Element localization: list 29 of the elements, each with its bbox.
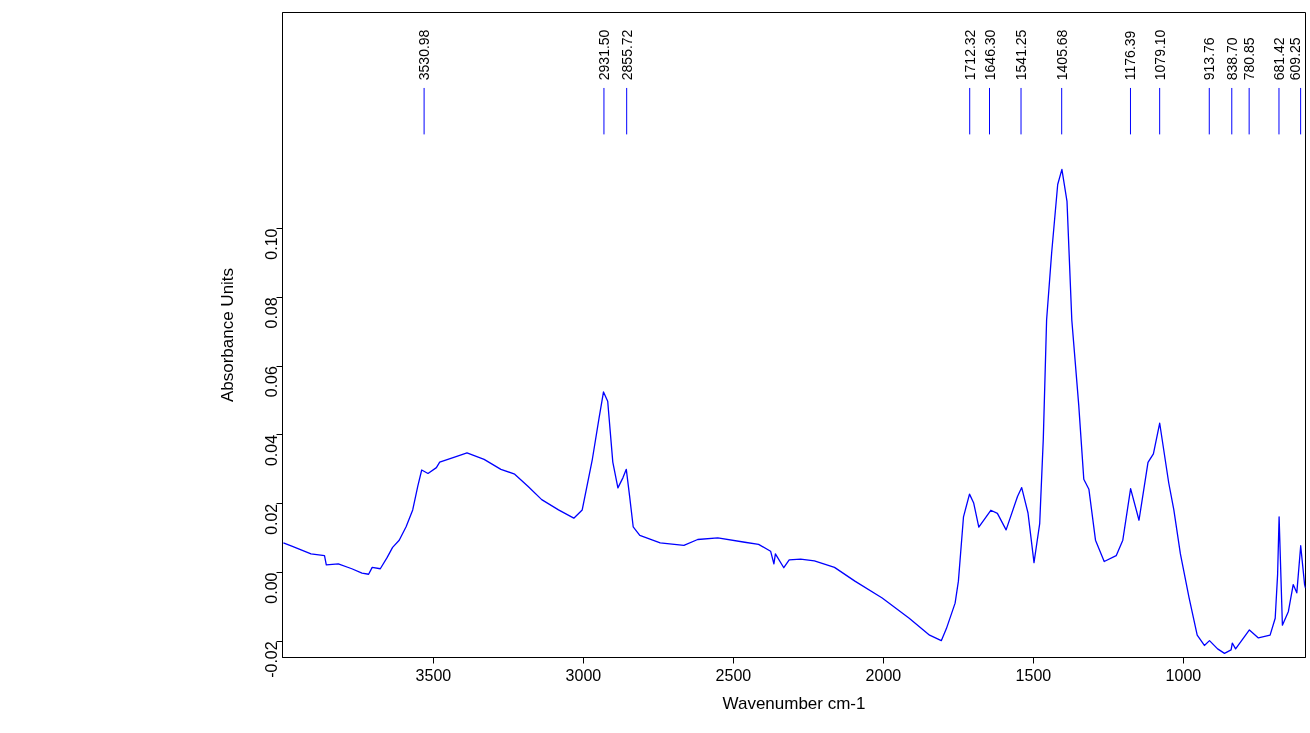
x-tick-label: 1000 [1165,666,1202,684]
ref-line-label: 2855.72 [618,29,635,81]
y-tick-label: 0.00 [263,572,281,604]
y-tick-label: 0.06 [263,366,281,398]
ref-line-label: 913.76 [1201,37,1218,81]
ref-line-label: 838.70 [1223,37,1240,81]
x-tick-label: 2500 [715,666,752,684]
ref-line-label: 1541.25 [1013,29,1030,81]
x-axis-title: Wavenumber cm-1 [722,693,866,713]
ref-line-label: 681.42 [1270,37,1287,81]
y-tick-label: 0.08 [263,297,281,329]
x-tick-label: 3000 [565,666,602,684]
ref-line-label: 609.25 [1286,37,1303,81]
x-tick-label: 3500 [415,666,452,684]
y-tick-label: -0.02 [263,641,281,678]
ref-line-label: 1079.10 [1151,29,1168,81]
x-tick-label: 2000 [865,666,902,684]
ref-line-label: 1176.39 [1122,30,1139,81]
ref-line-label: 1405.68 [1053,29,1070,81]
y-tick-label: 0.10 [263,228,281,260]
y-axis-title: Absorbance Units [217,267,237,403]
y-tick-label: 0.02 [263,503,281,535]
ref-line-label: 1712.32 [961,29,978,81]
ref-line-label: 780.85 [1241,37,1258,81]
y-tick-label: 0.04 [263,434,281,467]
x-tick-label: 1500 [1015,666,1052,684]
ref-line-label: 1646.30 [981,29,998,81]
ref-line-label: 3530.98 [416,29,433,81]
ref-line-label: 2931.50 [595,29,612,81]
